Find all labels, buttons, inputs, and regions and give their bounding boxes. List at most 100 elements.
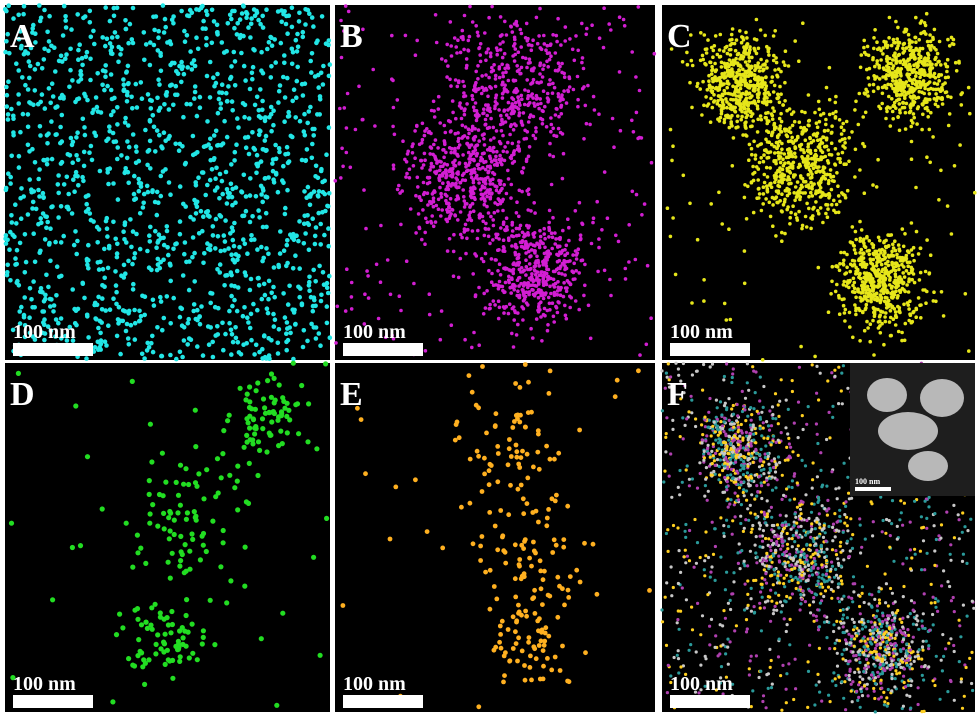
dot bbox=[214, 217, 219, 222]
dot bbox=[497, 248, 501, 252]
dot bbox=[896, 294, 900, 298]
dot bbox=[555, 40, 559, 44]
dot bbox=[379, 280, 383, 284]
dot bbox=[466, 169, 470, 173]
dot bbox=[526, 231, 530, 235]
dot bbox=[499, 48, 503, 52]
dot bbox=[167, 107, 172, 112]
dot bbox=[609, 28, 613, 32]
dot bbox=[36, 102, 41, 107]
dot bbox=[515, 64, 519, 68]
dot bbox=[574, 249, 578, 253]
dot bbox=[934, 103, 938, 107]
dot bbox=[820, 141, 824, 145]
dot bbox=[540, 241, 544, 245]
dot bbox=[509, 125, 513, 129]
dot bbox=[122, 87, 127, 92]
dot bbox=[539, 80, 543, 84]
dot bbox=[829, 168, 833, 172]
dot bbox=[861, 280, 865, 284]
dot bbox=[793, 152, 797, 156]
dot bbox=[463, 84, 467, 88]
dot bbox=[879, 58, 883, 62]
dot bbox=[442, 156, 446, 160]
dot bbox=[451, 99, 455, 103]
dot bbox=[900, 257, 904, 261]
dot bbox=[78, 73, 83, 78]
dot bbox=[825, 145, 829, 149]
dot bbox=[867, 76, 871, 80]
dot bbox=[318, 343, 323, 348]
dot bbox=[504, 305, 508, 309]
dot bbox=[366, 274, 370, 278]
dot bbox=[156, 257, 161, 262]
dot bbox=[784, 49, 788, 53]
dot bbox=[543, 237, 547, 241]
dot bbox=[768, 93, 772, 97]
dot bbox=[905, 102, 909, 106]
dot bbox=[204, 43, 209, 48]
dot bbox=[740, 115, 744, 119]
dot bbox=[771, 117, 775, 121]
dot bbox=[721, 101, 725, 105]
dot bbox=[185, 33, 190, 38]
dot bbox=[136, 177, 141, 182]
dot bbox=[771, 224, 775, 228]
dot bbox=[767, 53, 771, 57]
dot bbox=[321, 64, 326, 69]
dot bbox=[470, 219, 474, 223]
dot bbox=[906, 301, 910, 305]
dot bbox=[738, 73, 742, 77]
dot bbox=[439, 192, 443, 196]
dot bbox=[514, 263, 518, 267]
dot bbox=[518, 268, 522, 272]
dot bbox=[485, 114, 489, 118]
dot bbox=[264, 134, 269, 139]
dot bbox=[814, 170, 818, 174]
dot bbox=[190, 67, 195, 72]
dot bbox=[31, 200, 36, 205]
dot bbox=[531, 336, 535, 340]
dot bbox=[574, 299, 578, 303]
dot bbox=[17, 309, 22, 314]
dot bbox=[487, 76, 491, 80]
dot bbox=[296, 285, 301, 290]
dot bbox=[791, 164, 795, 168]
dot bbox=[173, 142, 178, 147]
dot bbox=[905, 269, 909, 273]
dot bbox=[834, 115, 838, 119]
dot bbox=[548, 229, 552, 233]
dot bbox=[703, 33, 707, 37]
dot bbox=[777, 154, 781, 158]
dot bbox=[149, 98, 154, 103]
dot bbox=[475, 254, 479, 258]
dot bbox=[231, 340, 236, 345]
dot bbox=[397, 184, 401, 188]
dot bbox=[432, 165, 436, 169]
dot bbox=[520, 32, 524, 36]
dot bbox=[780, 210, 784, 214]
dot bbox=[538, 308, 542, 312]
dot bbox=[741, 68, 745, 72]
dot bbox=[262, 282, 267, 287]
dot bbox=[456, 131, 460, 135]
dot bbox=[153, 229, 158, 234]
dot bbox=[367, 296, 371, 300]
dot bbox=[225, 135, 230, 140]
dot bbox=[115, 334, 120, 339]
dot bbox=[321, 270, 326, 275]
dot bbox=[869, 257, 873, 261]
dot bbox=[244, 15, 249, 20]
dot bbox=[264, 211, 269, 216]
dot bbox=[908, 312, 912, 316]
dot bbox=[283, 315, 288, 320]
dot bbox=[478, 46, 482, 50]
dot bbox=[872, 83, 876, 87]
dot bbox=[638, 353, 642, 357]
dot bbox=[688, 202, 692, 206]
dot bbox=[785, 109, 789, 113]
dot bbox=[75, 239, 80, 244]
dot bbox=[486, 47, 490, 51]
dot bbox=[788, 178, 792, 182]
dot bbox=[305, 121, 310, 126]
